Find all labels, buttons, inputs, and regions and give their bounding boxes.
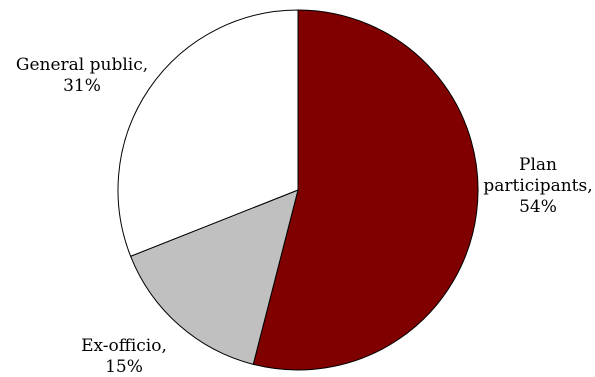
pie-slice-label-line: 31% (63, 76, 101, 96)
pie-slices (117, 9, 479, 371)
pie-slice-label-line: General public, (16, 55, 148, 75)
pie-slice-label-line: Ex-officio, (81, 336, 167, 356)
pie-slice-2 (117, 9, 299, 257)
pie-slice-label-line: participants, (483, 176, 592, 196)
pie-slice-label-1: Ex-officio, 15% (81, 336, 167, 377)
pie-slice-1 (130, 189, 299, 365)
pie-slice-label-2: General public, 31% (16, 55, 148, 96)
pie-slice-label-0: Plan participants, 54% (483, 155, 592, 217)
pie-labels: Plan participants, 54% Ex-officio, 15% Genera… (16, 55, 593, 377)
pie-slice-0 (252, 9, 479, 371)
pie-slice-label-line: Plan (519, 155, 557, 175)
pie-slice-label-line: 15% (105, 357, 143, 377)
pie-slice-label-line: 54% (519, 197, 557, 217)
